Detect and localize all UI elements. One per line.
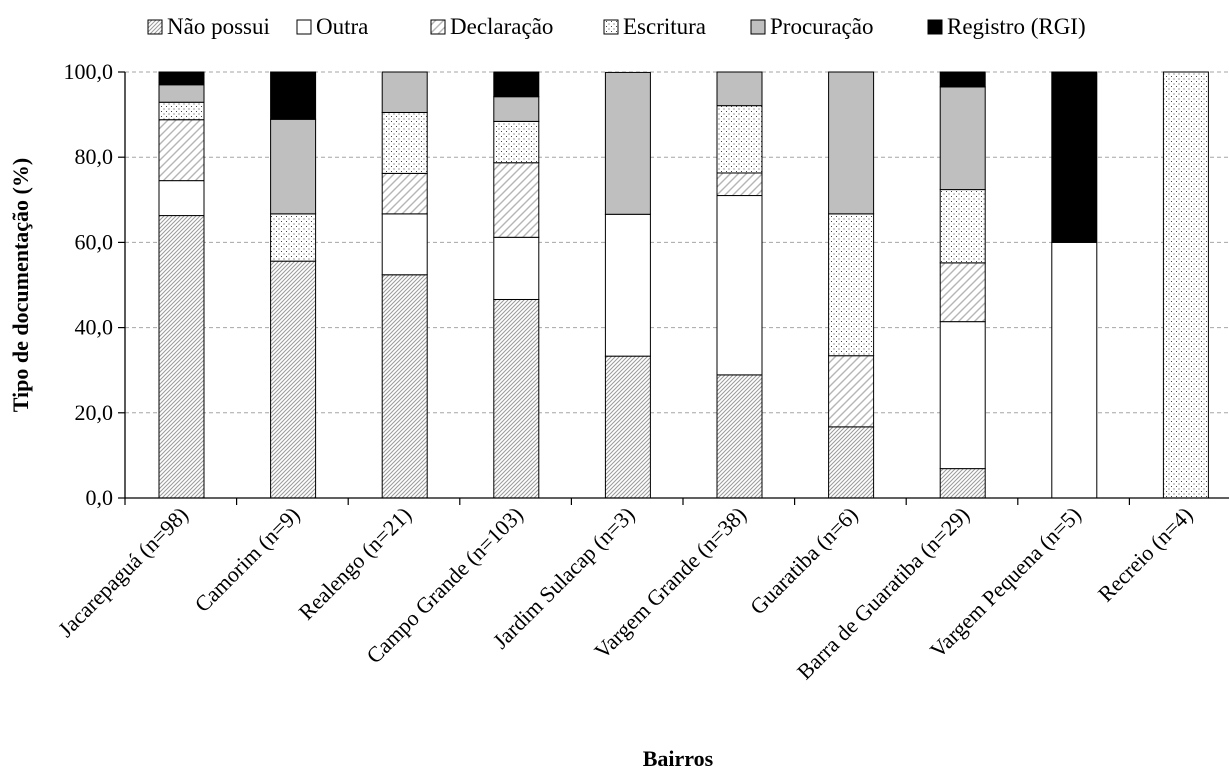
legend: Não possui Outra Declaração Escritura Procur… — [147, 14, 1086, 39]
legend-label-registro-rgi: Registro (RGI) — [947, 14, 1086, 39]
legend-label-procuracao: Procuração — [770, 14, 873, 39]
y-tick-label: 80,0 — [75, 144, 114, 169]
bar-segment-registro-rgi — [1051, 71, 1098, 243]
x-tick-label: Realengo (n=21) — [293, 502, 416, 625]
bar-segment-nao-possui — [381, 274, 428, 499]
x-tick-label: Jacarepaguá (n=98) — [53, 502, 193, 642]
legend-swatch-escritura — [603, 19, 619, 35]
bar-segment-declaracao — [381, 172, 428, 215]
legend-label-escritura: Escritura — [623, 14, 706, 39]
bar-segment-escritura — [1162, 71, 1209, 499]
x-tick-label: Camorim (n=9) — [190, 502, 305, 617]
bar-segment-registro-rgi — [270, 71, 317, 120]
legend-swatch-nao-possui — [147, 19, 163, 35]
legend-label-declaracao: Declaração — [450, 14, 553, 39]
bar-segment-registro-rgi — [939, 71, 986, 88]
y-tick-label: 0,0 — [86, 485, 114, 510]
bar-segment-outra — [1051, 241, 1098, 499]
bar-segment-escritura — [381, 111, 428, 174]
bar-segment-escritura — [939, 189, 986, 264]
bar-segment-procuracao — [604, 71, 651, 215]
bar-segment-procuracao — [158, 84, 205, 103]
bar-segment-registro-rgi — [158, 71, 205, 86]
y-tick-label: 40,0 — [75, 315, 114, 340]
bar-segment-declaracao — [939, 262, 986, 323]
bar-segment-outra — [604, 213, 651, 357]
bar-segment-nao-possui — [158, 215, 205, 499]
y-axis-title: Tipo de documentação (%) — [8, 158, 33, 412]
bar-segment-procuracao — [716, 71, 763, 107]
bar-segment-nao-possui — [270, 260, 317, 499]
bar-segment-declaracao — [828, 355, 875, 428]
bar-segment-declaracao — [716, 172, 763, 197]
bar-segment-outra — [493, 236, 540, 300]
bar-segment-nao-possui — [939, 468, 986, 499]
bar-segment-procuracao — [270, 118, 317, 215]
bar-segment-procuracao — [828, 71, 875, 215]
bar-segment-nao-possui — [493, 298, 540, 499]
bar-segment-outra — [381, 213, 428, 276]
bar-segment-procuracao — [939, 86, 986, 191]
bar-segment-nao-possui — [604, 355, 651, 499]
bar-segment-procuracao — [493, 96, 540, 122]
legend-swatch-procuracao — [750, 19, 766, 35]
bar-segment-escritura — [716, 105, 763, 174]
bar-segment-escritura — [828, 213, 875, 357]
x-tick-label: Guaratiba (n=6) — [745, 502, 863, 620]
bar-segment-procuracao — [381, 71, 428, 113]
bars — [158, 71, 1209, 499]
bar-segment-declaracao — [158, 119, 205, 182]
x-axis-title: Bairros — [643, 746, 714, 771]
y-tick-label: 60,0 — [75, 229, 114, 254]
legend-swatch-registro-rgi — [927, 19, 943, 35]
bar-segment-escritura — [493, 120, 540, 164]
bar-segment-nao-possui — [828, 426, 875, 499]
x-tick-label: Recreio (n=4) — [1093, 502, 1198, 607]
bar-segment-outra — [939, 321, 986, 470]
bar-segment-outra — [158, 180, 205, 217]
axes — [118, 71, 1229, 505]
bar-segment-nao-possui — [716, 374, 763, 499]
bar-segment-declaracao — [493, 162, 540, 238]
y-tick-label: 20,0 — [75, 400, 114, 425]
bar-segment-escritura — [158, 101, 205, 121]
legend-label-nao-possui: Não possui — [167, 14, 270, 39]
legend-label-outra: Outra — [316, 14, 368, 39]
legend-swatch-outra — [296, 19, 312, 35]
bar-segment-escritura — [270, 213, 317, 262]
y-tick-label: 100,0 — [64, 59, 114, 84]
legend-swatch-declaracao — [430, 19, 446, 35]
bar-segment-registro-rgi — [493, 71, 540, 98]
bar-segment-outra — [716, 195, 763, 376]
